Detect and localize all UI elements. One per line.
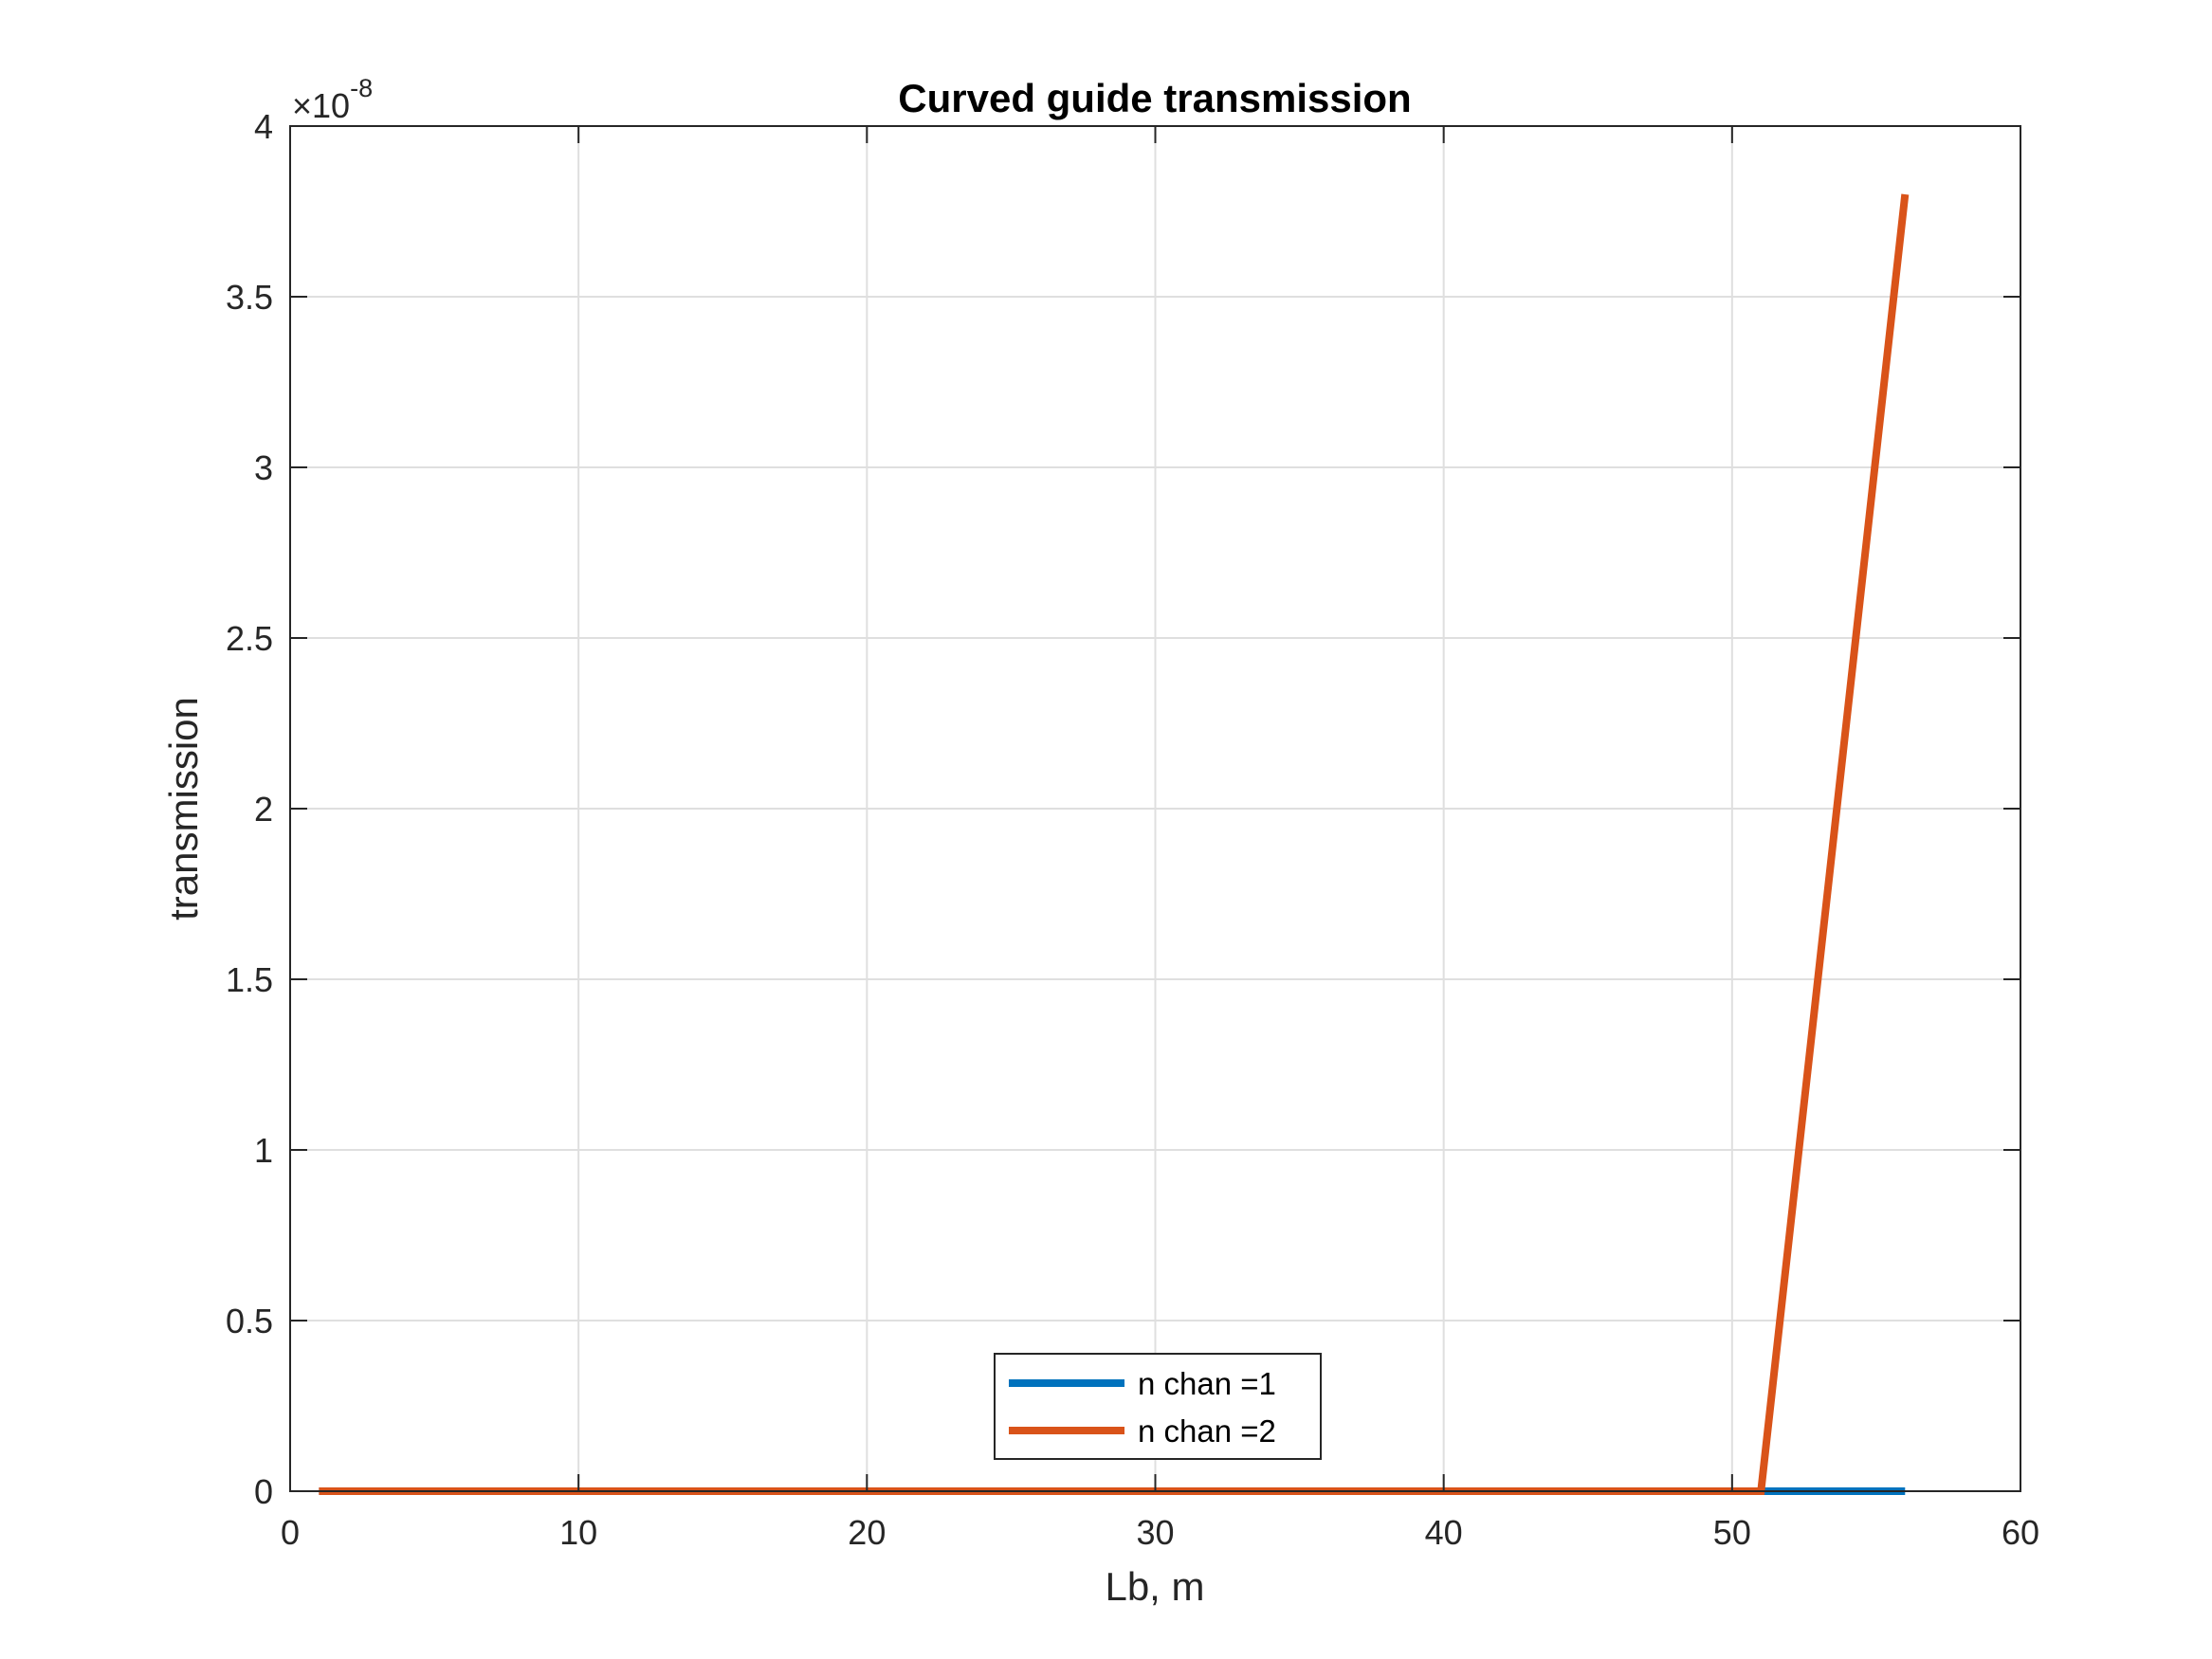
x-tick-label: 20 — [848, 1513, 886, 1552]
y-tick-label: 1.5 — [226, 960, 273, 999]
y-tick-label: 0.5 — [226, 1302, 273, 1340]
y-exponent-power: -8 — [350, 74, 373, 102]
x-tick-label: 10 — [559, 1513, 597, 1552]
y-exponent-base: ×10 — [292, 86, 350, 125]
x-tick-label: 60 — [2002, 1513, 2039, 1552]
y-tick-label: 2 — [254, 790, 273, 829]
y-tick-label: 2.5 — [226, 619, 273, 658]
y-tick-label: 1 — [254, 1131, 273, 1170]
y-tick-label: 3 — [254, 448, 273, 487]
y-tick-label: 3.5 — [226, 278, 273, 317]
x-tick-label: 30 — [1136, 1513, 1174, 1552]
legend-label-1: n chan =1 — [1138, 1366, 1276, 1401]
x-axis-label: Lb, m — [1105, 1564, 1204, 1609]
x-tick-label: 50 — [1713, 1513, 1751, 1552]
tick-labels: 0 10 20 30 40 50 60 0 0.5 1 1.5 2 2.5 3 3.5 4 — [226, 107, 2039, 1552]
ticks — [289, 125, 2021, 1492]
legend-box — [994, 1353, 1322, 1460]
legend-label-2: n chan =2 — [1138, 1413, 1276, 1449]
y-exponent: ×10-8 — [292, 74, 373, 125]
svg-text:×10-8: ×10-8 — [292, 74, 373, 125]
x-tick-label: 40 — [1425, 1513, 1463, 1552]
chart-title: Curved guide transmission — [898, 76, 1411, 120]
x-tick-label: 0 — [281, 1513, 300, 1552]
y-axis-label: transmission — [161, 697, 206, 921]
legend: n chan =1 n chan =2 — [994, 1353, 1322, 1460]
y-tick-label: 4 — [254, 107, 273, 146]
y-tick-label: 0 — [254, 1472, 273, 1511]
grid — [290, 126, 2020, 1491]
